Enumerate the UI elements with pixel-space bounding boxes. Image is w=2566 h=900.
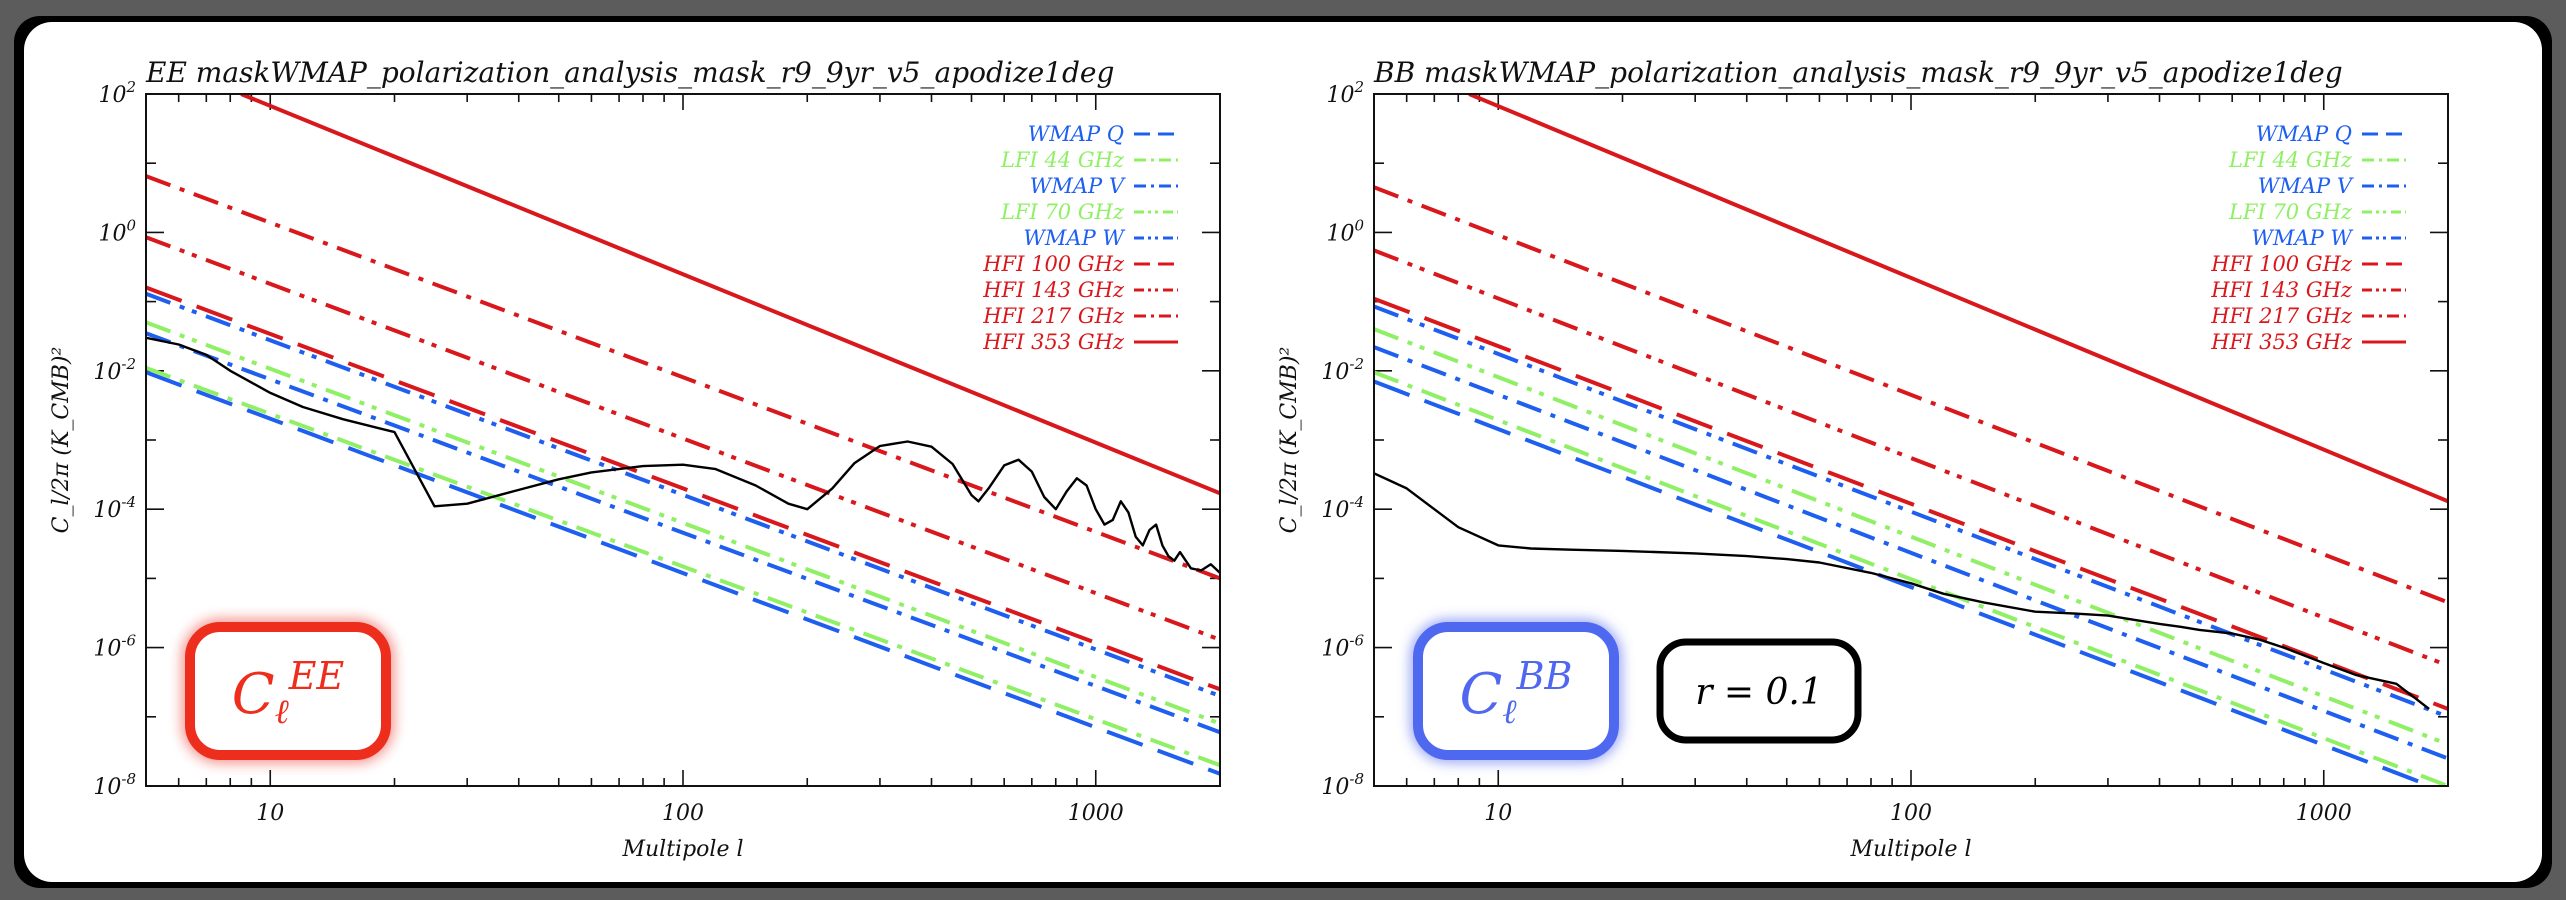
chart-title: BB maskWMAP_polarization_analysis_mask_r… [1373, 56, 2343, 89]
figure-panel: EE maskWMAP_polarization_analysis_mask_r… [24, 22, 2542, 882]
figure-svg: EE maskWMAP_polarization_analysis_mask_r… [49, 56, 2449, 862]
r-value-annotation: r = 0.1 [1656, 638, 1862, 744]
legend-label: LFI 44 GHz [1000, 148, 1125, 172]
y-tick-label: 100 [1326, 216, 1364, 246]
series-line-hfi-217-ghz [1374, 185, 2448, 605]
series-line-wmap-q [146, 370, 1220, 776]
legend-label: WMAP V [2258, 174, 2354, 198]
cl-bb-badge: CℓBB [1413, 622, 1619, 760]
series-line-hfi-217-ghz [146, 174, 1220, 581]
y-tick-label: 102 [98, 78, 136, 108]
bb-chart: BB maskWMAP_polarization_analysis_mask_r… [1277, 56, 2449, 862]
legend-label: WMAP W [1023, 226, 1126, 250]
y-tick-label: 10-8 [1321, 770, 1364, 800]
chart-title: EE maskWMAP_polarization_analysis_mask_r… [145, 56, 1114, 89]
series-line-hfi-100-ghz [1374, 296, 2448, 711]
y-tick-label: 10-2 [1321, 355, 1364, 385]
x-tick-label: 10 [256, 801, 284, 826]
legend-label: WMAP Q [1028, 122, 1124, 146]
cl-ee-badge: CℓEE [185, 622, 391, 760]
svg-text:r = 0.1: r = 0.1 [1695, 672, 1823, 713]
series-line-hfi-353-ghz [240, 94, 1220, 496]
legend-label: WMAP V [1030, 174, 1126, 198]
x-tick-label: 10 [1484, 801, 1512, 826]
y-tick-label: 10-8 [93, 770, 136, 800]
series-group [146, 94, 1220, 776]
legend-label: HFI 143 GHz [2210, 278, 2353, 302]
legend-label: HFI 353 GHz [2210, 330, 2353, 354]
legend-label: HFI 100 GHz [982, 252, 1125, 276]
x-tick-label: 100 [1890, 801, 1932, 826]
y-tick-label: 10-2 [93, 355, 136, 385]
series-line-lfi-44-ghz [146, 366, 1220, 768]
series-line-wmap-q [1374, 379, 2437, 786]
svg-text:CℓBB: CℓBB [1460, 654, 1573, 732]
y-tick-label: 10-6 [1321, 632, 1364, 662]
y-axis-label: C_l/2π (K_CMB)² [1277, 347, 1302, 534]
legend-label: HFI 217 GHz [982, 304, 1125, 328]
y-tick-label: 10-6 [93, 632, 136, 662]
legend-label: HFI 143 GHz [982, 278, 1125, 302]
y-tick-label: 10-4 [1321, 493, 1364, 523]
legend-label: WMAP W [2251, 226, 2354, 250]
series-group [1374, 94, 2448, 786]
legend-label: WMAP Q [2256, 122, 2352, 146]
x-axis-label: Multipole l [621, 837, 743, 862]
legend-label: HFI 217 GHz [2210, 304, 2353, 328]
y-axis-label: C_l/2π (K_CMB)² [49, 347, 74, 534]
series-line-wmap-v [1374, 345, 2448, 761]
svg-text:CℓEE: CℓEE [232, 654, 345, 732]
legend-label: HFI 100 GHz [2210, 252, 2353, 276]
x-axis-label: Multipole l [1849, 837, 1971, 862]
series-line-lfi-44-ghz [1374, 370, 2448, 786]
y-tick-label: 100 [98, 216, 136, 246]
y-tick-label: 10-4 [93, 493, 136, 523]
series-line-hfi-353-ghz [1468, 94, 2448, 504]
legend-label: HFI 353 GHz [982, 330, 1125, 354]
series-line-wmap-v [146, 331, 1220, 735]
cmb-spectrum-line [1374, 472, 2430, 710]
series-line-hfi-100-ghz [146, 285, 1220, 692]
ee-chart: EE maskWMAP_polarization_analysis_mask_r… [49, 56, 1221, 862]
x-tick-label: 1000 [2296, 801, 2352, 826]
plot-frame [1373, 93, 2449, 787]
y-tick-label: 102 [1326, 78, 1364, 108]
plot-frame [145, 93, 1221, 787]
legend-label: LFI 44 GHz [2228, 148, 2353, 172]
x-tick-label: 1000 [1068, 801, 1124, 826]
legend-label: LFI 70 GHz [1000, 200, 1125, 224]
x-tick-label: 100 [662, 801, 704, 826]
cmb-spectrum-line [146, 336, 1220, 574]
legend-label: LFI 70 GHz [2228, 200, 2353, 224]
